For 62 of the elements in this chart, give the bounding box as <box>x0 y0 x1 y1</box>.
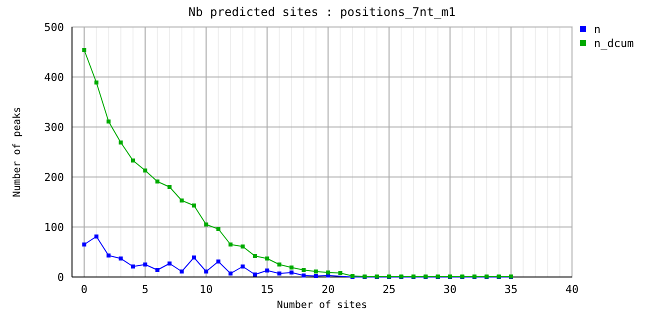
point <box>216 227 220 231</box>
chart-title: Nb predicted sites : positions_7nt_m1 <box>188 5 456 19</box>
point <box>314 274 318 278</box>
point <box>216 260 220 264</box>
point <box>252 272 257 276</box>
y-tick-label: 300 <box>44 121 64 134</box>
point <box>143 262 148 266</box>
y-axis-title: Number of peaks <box>12 106 23 198</box>
x-tick-label: 30 <box>443 283 457 296</box>
point <box>180 198 184 202</box>
x-tick-label: 35 <box>504 283 518 296</box>
x-tick-label: 25 <box>382 283 396 296</box>
point <box>106 254 111 258</box>
point <box>240 244 245 248</box>
point <box>302 274 306 278</box>
point <box>130 264 135 268</box>
point <box>94 80 98 84</box>
y-tick-label: 100 <box>44 221 64 234</box>
legend-label: n <box>594 23 601 36</box>
point <box>82 242 86 246</box>
y-tick-label: 500 <box>44 21 64 34</box>
point <box>228 242 233 246</box>
legend-label: n_dcum <box>594 37 634 50</box>
point <box>252 254 257 258</box>
point <box>228 272 233 276</box>
point <box>168 262 172 266</box>
x-tick-label: 10 <box>200 283 213 296</box>
point <box>326 270 330 274</box>
point <box>204 222 208 226</box>
point <box>192 256 196 260</box>
point <box>290 270 294 274</box>
point <box>192 204 196 208</box>
point <box>118 256 123 260</box>
point <box>265 256 270 260</box>
point <box>143 168 148 172</box>
point <box>106 120 111 124</box>
point <box>155 268 160 272</box>
point <box>82 48 86 52</box>
y-tick-label: 400 <box>44 71 64 84</box>
point <box>130 158 135 162</box>
point <box>277 272 282 276</box>
point <box>180 270 184 274</box>
y-tick-label: 200 <box>44 171 64 184</box>
x-tick-label: 5 <box>142 283 148 296</box>
point <box>118 140 123 144</box>
point <box>338 271 342 275</box>
point <box>94 234 98 238</box>
point <box>168 185 172 189</box>
x-tick-label: 20 <box>321 283 335 296</box>
point <box>277 262 282 266</box>
point <box>155 180 160 184</box>
point <box>302 268 306 272</box>
point <box>240 264 245 268</box>
point <box>265 268 270 272</box>
x-tick-label: 40 <box>565 283 579 296</box>
point <box>204 270 208 274</box>
point <box>314 270 318 274</box>
y-tick-label: 0 <box>57 271 64 284</box>
x-tick-label: 0 <box>80 283 88 296</box>
x-axis-title: Number of sites <box>276 300 368 311</box>
x-tick-label: 15 <box>260 283 274 296</box>
point <box>290 266 294 270</box>
